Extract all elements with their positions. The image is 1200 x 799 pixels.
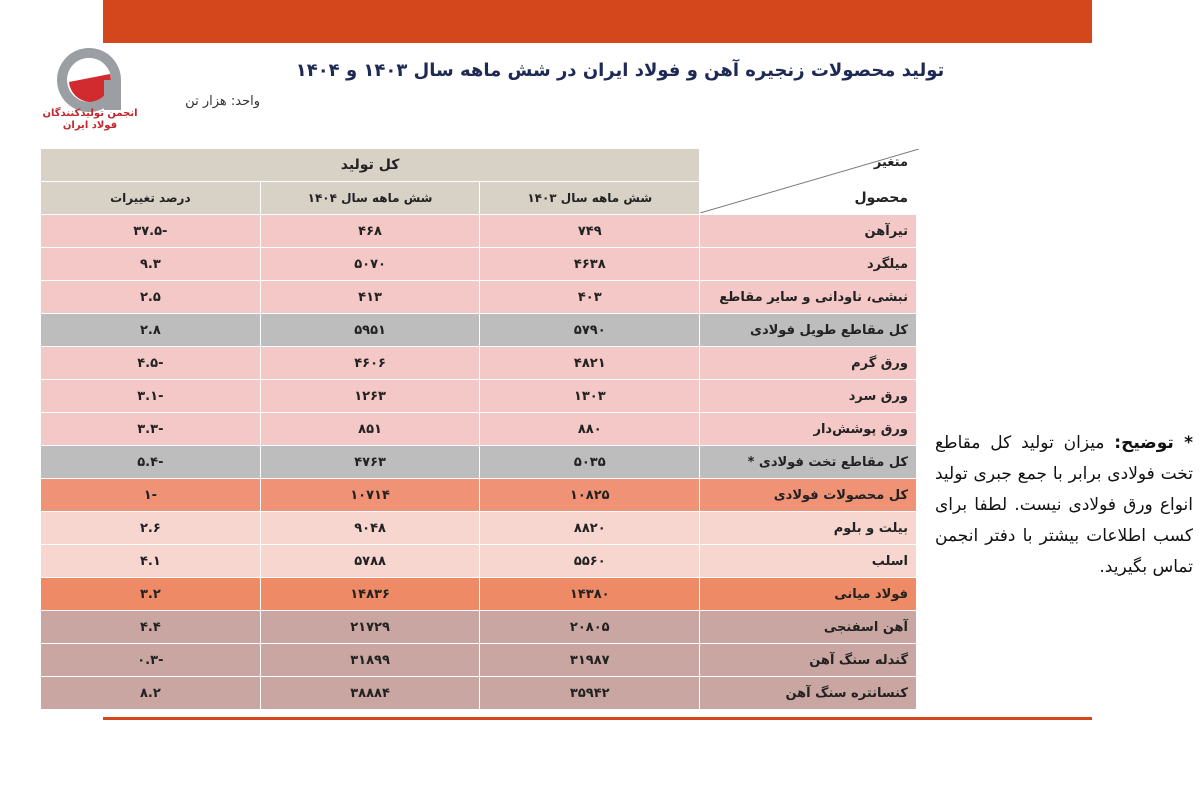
title: تولید محصولات زنجیره آهن و فولاد ایران د… bbox=[295, 60, 945, 81]
table-row: کل مقاطع طویل فولادی ۵۷۹۰ ۵۹۵۱ ۲.۸ bbox=[40, 313, 917, 347]
value-cell: ۳۵۹۴۲ bbox=[479, 676, 701, 710]
product-cell: بیلت و بلوم bbox=[699, 511, 917, 545]
table-row: کل محصولات فولادی ۱۰۸۲۵ ۱۰۷۱۴ -۱ bbox=[40, 478, 917, 512]
product-cell: نبشی، ناودانی و سایر مقاطع bbox=[699, 280, 917, 314]
value-cell: ۱۰۸۲۵ bbox=[479, 478, 701, 512]
product-cell: میلگرد bbox=[699, 247, 917, 281]
value-cell: ۲۱۷۲۹ bbox=[259, 610, 481, 644]
value-cell: ۴.۴ bbox=[40, 610, 261, 644]
corner-top: متغیر bbox=[873, 155, 908, 170]
value-cell: ۴۶۸ bbox=[259, 214, 481, 248]
value-cell: ۱۴۳۸۰ bbox=[479, 577, 701, 611]
value-cell: ۳۱۹۸۷ bbox=[479, 643, 701, 677]
value-cell: ۸.۲ bbox=[40, 676, 261, 710]
table-row: نبشی، ناودانی و سایر مقاطع ۴۰۳ ۴۱۳ ۲.۵ bbox=[40, 280, 917, 314]
value-cell: ۴۷۶۳ bbox=[259, 445, 481, 479]
value-cell: ۴۶۳۸ bbox=[479, 247, 701, 281]
product-cell: ورق پوشش‌دار bbox=[699, 412, 917, 446]
product-cell: آهن اسفنجی bbox=[699, 610, 917, 644]
value-cell: -۳.۳ bbox=[40, 412, 261, 446]
value-cell: ۳.۲ bbox=[40, 577, 261, 611]
value-cell: ۸۸۲۰ bbox=[479, 511, 701, 545]
table-row: تیرآهن ۷۴۹ ۴۶۸ -۳۷.۵ bbox=[40, 214, 917, 248]
value-cell: ۱۳۰۳ bbox=[479, 379, 701, 413]
value-cell: -۰.۳ bbox=[40, 643, 261, 677]
column-header: شش ماهه سال ۱۴۰۳ bbox=[479, 181, 701, 215]
value-cell: ۱۲۶۳ bbox=[259, 379, 481, 413]
value-cell: ۸۸۰ bbox=[479, 412, 701, 446]
value-cell: -۳۷.۵ bbox=[40, 214, 261, 248]
value-cell: ۵۰۳۵ bbox=[479, 445, 701, 479]
value-cell: -۴.۵ bbox=[40, 346, 261, 380]
value-cell: -۳.۱ bbox=[40, 379, 261, 413]
table-row: اسلب ۵۵۶۰ ۵۷۸۸ ۴.۱ bbox=[40, 544, 917, 578]
value-cell: ۲۰۸۰۵ bbox=[479, 610, 701, 644]
value-cell: ۵۷۹۰ bbox=[479, 313, 701, 347]
value-cell: -۵.۴ bbox=[40, 445, 261, 479]
table-row: ورق سرد ۱۳۰۳ ۱۲۶۳ -۳.۱ bbox=[40, 379, 917, 413]
column-header: شش ماهه سال ۱۴۰۴ bbox=[259, 181, 481, 215]
product-cell: ورق گرم bbox=[699, 346, 917, 380]
value-cell: ۹۰۴۸ bbox=[259, 511, 481, 545]
value-cell: ۴.۱ bbox=[40, 544, 261, 578]
value-cell: ۹.۳ bbox=[40, 247, 261, 281]
value-cell: ۲.۸ bbox=[40, 313, 261, 347]
product-cell: اسلب bbox=[699, 544, 917, 578]
value-cell: ۴۸۲۱ bbox=[479, 346, 701, 380]
corner-bottom: محصول bbox=[854, 190, 908, 206]
logo-text: انجمن تولیدکنندگان فولاد ایران bbox=[42, 108, 138, 131]
table-row: میلگرد ۴۶۳۸ ۵۰۷۰ ۹.۳ bbox=[40, 247, 917, 281]
product-cell: تیرآهن bbox=[699, 214, 917, 248]
product-cell: فولاد میانی bbox=[699, 577, 917, 611]
product-cell: کنسانتره سنگ آهن bbox=[699, 676, 917, 710]
value-cell: ۴۱۳ bbox=[259, 280, 481, 314]
unit: واحد: هزار تن bbox=[185, 94, 260, 109]
value-cell: ۴۰۳ bbox=[479, 280, 701, 314]
table-row: گندله سنگ آهن ۳۱۹۸۷ ۳۱۸۹۹ -۰.۳ bbox=[40, 643, 917, 677]
value-cell: ۲.۵ bbox=[40, 280, 261, 314]
value-cell: ۳۸۸۸۴ bbox=[259, 676, 481, 710]
table-row: ورق پوشش‌دار ۸۸۰ ۸۵۱ -۳.۳ bbox=[40, 412, 917, 446]
product-cell: کل مقاطع طویل فولادی bbox=[699, 313, 917, 347]
table-row: ورق گرم ۴۸۲۱ ۴۶۰۶ -۴.۵ bbox=[40, 346, 917, 380]
product-cell: ورق سرد bbox=[699, 379, 917, 413]
value-cell: ۵۰۷۰ bbox=[259, 247, 481, 281]
table-row: آهن اسفنجی ۲۰۸۰۵ ۲۱۷۲۹ ۴.۴ bbox=[40, 610, 917, 644]
column-header: درصد تغییرات bbox=[40, 181, 261, 215]
note-text: میزان تولید کل مقاطع تخت فولادی برابر با… bbox=[935, 433, 1193, 577]
product-cell: کل محصولات فولادی bbox=[699, 478, 917, 512]
table-row: کل مقاطع تخت فولادی * ۵۰۳۵ ۴۷۶۳ -۵.۴ bbox=[40, 445, 917, 479]
note-label: * توضیح: bbox=[1114, 433, 1193, 453]
value-cell: -۱ bbox=[40, 478, 261, 512]
bottom-line bbox=[103, 717, 1092, 720]
table-body: تیرآهن ۷۴۹ ۴۶۸ -۳۷.۵ میلگرد ۴۶۳۸ ۵۰۷۰ ۹.۳ نبشی، … bbox=[40, 214, 917, 710]
production-table: متغیر محصول کل تولید شش ماهه سال ۱۴۰۳ شش… bbox=[39, 148, 920, 710]
value-cell: ۵۵۶۰ bbox=[479, 544, 701, 578]
logo bbox=[57, 48, 121, 112]
group-header: کل تولید bbox=[39, 148, 701, 182]
product-cell: کل مقاطع تخت فولادی * bbox=[699, 445, 917, 479]
value-cell: ۳۱۸۹۹ bbox=[259, 643, 481, 677]
value-cell: ۵۹۵۱ bbox=[259, 313, 481, 347]
note: * توضیح: میزان تولید کل مقاطع تخت فولادی… bbox=[935, 428, 1193, 583]
corner-cell: متغیر محصول bbox=[699, 148, 920, 215]
table-row: فولاد میانی ۱۴۳۸۰ ۱۴۸۳۶ ۳.۲ bbox=[40, 577, 917, 611]
value-cell: ۱۴۸۳۶ bbox=[259, 577, 481, 611]
top-bar bbox=[103, 0, 1092, 43]
value-cell: ۱۰۷۱۴ bbox=[259, 478, 481, 512]
value-cell: ۷۴۹ bbox=[479, 214, 701, 248]
value-cell: ۴۶۰۶ bbox=[259, 346, 481, 380]
table-row: بیلت و بلوم ۸۸۲۰ ۹۰۴۸ ۲.۶ bbox=[40, 511, 917, 545]
value-cell: ۲.۶ bbox=[40, 511, 261, 545]
table-row: کنسانتره سنگ آهن ۳۵۹۴۲ ۳۸۸۸۴ ۸.۲ bbox=[40, 676, 917, 710]
value-cell: ۵۷۸۸ bbox=[259, 544, 481, 578]
corner-diagonal bbox=[700, 149, 920, 213]
product-cell: گندله سنگ آهن bbox=[699, 643, 917, 677]
value-cell: ۸۵۱ bbox=[259, 412, 481, 446]
